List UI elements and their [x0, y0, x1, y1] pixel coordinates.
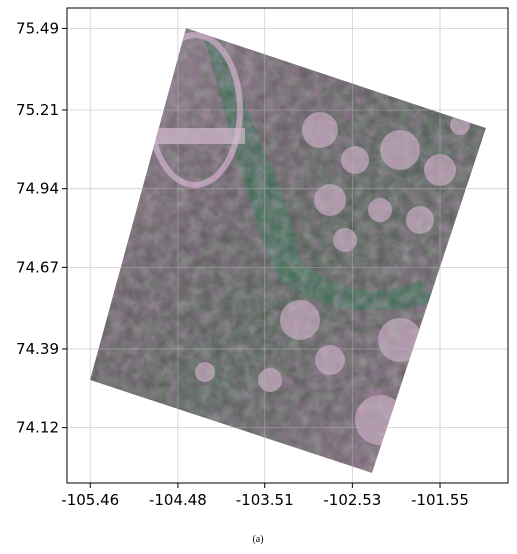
caption: (a) [252, 534, 263, 545]
y-tick-label: 75.49 [16, 19, 59, 37]
y-tick-label: 75.21 [16, 101, 59, 119]
x-tick-label: -103.51 [236, 491, 294, 509]
satellite-image [90, 28, 486, 473]
axes-frame [66, 7, 509, 484]
y-tick-label: 74.12 [16, 419, 59, 437]
x-tick-label: -104.48 [149, 491, 207, 509]
y-tick-label: 74.94 [16, 180, 59, 198]
y-tick-label: 74.67 [16, 258, 59, 276]
x-tick-label: -105.46 [61, 491, 119, 509]
x-tick-label: -102.53 [323, 491, 381, 509]
y-tick-label: 74.39 [16, 340, 59, 358]
x-tick-label: -101.55 [411, 491, 469, 509]
